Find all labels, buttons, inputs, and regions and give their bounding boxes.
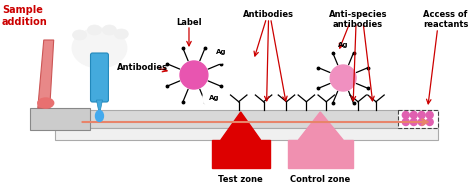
Ellipse shape xyxy=(73,30,87,40)
Polygon shape xyxy=(97,100,102,110)
Text: Label: Label xyxy=(176,18,202,27)
Text: Antibodies: Antibodies xyxy=(118,63,168,73)
FancyBboxPatch shape xyxy=(91,53,109,102)
Text: Ag: Ag xyxy=(209,95,219,101)
Circle shape xyxy=(180,61,208,89)
Circle shape xyxy=(203,87,225,109)
Bar xyxy=(55,128,438,140)
Text: Anti-species
antibodies: Anti-species antibodies xyxy=(329,10,387,29)
Text: Antibodies: Antibodies xyxy=(243,10,294,19)
Bar xyxy=(398,110,438,128)
Text: Ag: Ag xyxy=(216,49,226,55)
Circle shape xyxy=(426,119,433,126)
Circle shape xyxy=(410,119,417,126)
Polygon shape xyxy=(299,112,343,140)
Ellipse shape xyxy=(72,28,127,68)
Text: Sample
addition: Sample addition xyxy=(2,5,48,27)
Circle shape xyxy=(418,112,425,119)
Circle shape xyxy=(330,65,356,91)
Circle shape xyxy=(402,112,409,119)
Circle shape xyxy=(426,112,433,119)
Ellipse shape xyxy=(114,29,128,39)
Circle shape xyxy=(410,112,417,119)
Bar xyxy=(289,140,353,168)
Ellipse shape xyxy=(38,98,54,108)
Text: Test zone: Test zone xyxy=(219,175,263,184)
Bar xyxy=(55,110,438,128)
Polygon shape xyxy=(221,112,261,140)
Circle shape xyxy=(210,41,232,63)
Bar xyxy=(212,140,270,168)
Circle shape xyxy=(418,119,425,126)
Text: Control zone: Control zone xyxy=(290,175,350,184)
Ellipse shape xyxy=(88,25,101,35)
Ellipse shape xyxy=(95,111,103,121)
Bar xyxy=(30,108,90,130)
Text: Ag: Ag xyxy=(338,42,348,48)
Polygon shape xyxy=(38,40,54,108)
Circle shape xyxy=(402,119,409,126)
Circle shape xyxy=(333,35,354,55)
Ellipse shape xyxy=(102,25,117,35)
Text: Access of
reactants: Access of reactants xyxy=(423,10,468,29)
